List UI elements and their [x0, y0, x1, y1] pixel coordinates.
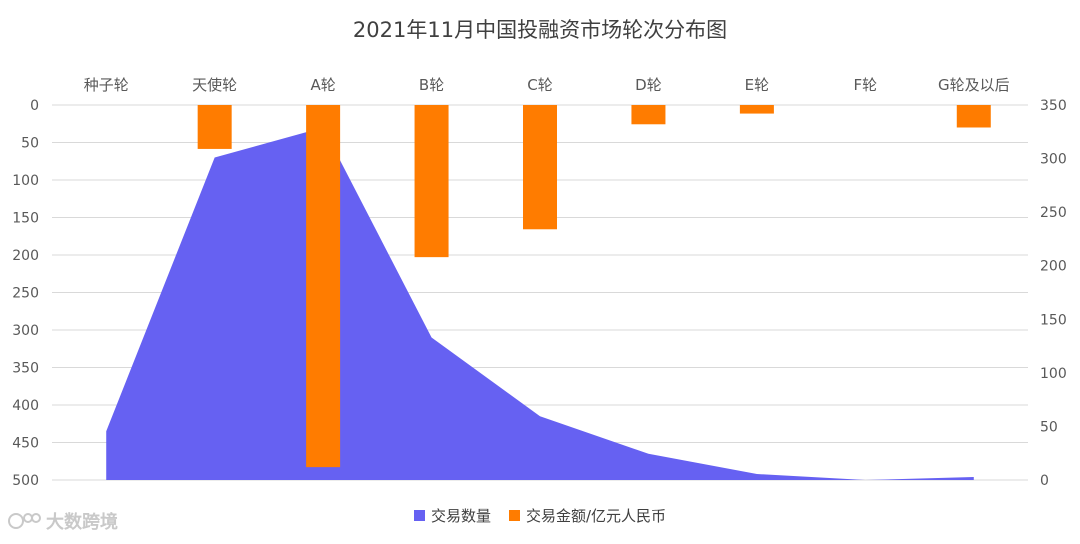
legend-item-amount: 交易金额/亿元人民币 [508, 505, 667, 526]
left-tick-label: 500 [12, 473, 39, 489]
category-label: D轮 [635, 76, 662, 94]
legend-item-count: 交易数量 [413, 505, 491, 526]
legend-label-count: 交易数量 [430, 507, 491, 525]
left-tick-label: 100 [12, 173, 39, 189]
left-tick-label: 50 [21, 136, 39, 152]
right-tick-label: 250 [1040, 205, 1067, 221]
category-label: 种子轮 [84, 76, 129, 94]
left-tick-label: 200 [12, 248, 39, 264]
left-tick-label: 250 [12, 286, 39, 302]
chart-title: 2021年11月中国投融资市场轮次分布图 [352, 18, 728, 42]
legend-swatch-amount [508, 510, 520, 521]
category-label: C轮 [527, 76, 552, 94]
left-tick-label: 400 [12, 398, 39, 414]
left-tick-label: 350 [12, 361, 39, 377]
left-tick-label: 0 [30, 98, 39, 114]
category-label: E轮 [745, 76, 769, 94]
category-label: B轮 [419, 76, 444, 94]
bar [197, 105, 232, 149]
right-tick-label: 0 [1040, 473, 1049, 489]
legend-swatch-count [413, 510, 425, 521]
right-tick-label: 300 [1040, 152, 1067, 168]
right-tick-label: 100 [1040, 366, 1067, 382]
left-tick-label: 300 [12, 323, 39, 339]
left-tick-label: 450 [12, 436, 39, 452]
right-tick-label: 50 [1040, 419, 1058, 435]
watermark-text: 大数跨境 [46, 512, 118, 533]
right-tick-label: 350 [1040, 98, 1067, 114]
bar [523, 105, 557, 230]
bar [306, 105, 341, 468]
left-tick-label: 150 [12, 211, 39, 227]
category-label: A轮 [310, 76, 335, 94]
watermark: 大数跨境 [8, 508, 118, 534]
category-label: F轮 [854, 76, 878, 94]
bar [414, 105, 449, 258]
right-tick-label: 150 [1040, 312, 1067, 328]
category-label: G轮及以后 [938, 76, 1010, 94]
bar [631, 105, 666, 125]
category-label: 天使轮 [192, 76, 237, 94]
right-tick-label: 200 [1040, 259, 1067, 275]
legend: 交易数量 交易金额/亿元人民币 [0, 505, 1080, 526]
bar [956, 105, 991, 128]
bar [739, 105, 774, 114]
legend-label-amount: 交易金额/亿元人民币 [525, 507, 667, 525]
watermark-logo-icon [8, 513, 41, 529]
